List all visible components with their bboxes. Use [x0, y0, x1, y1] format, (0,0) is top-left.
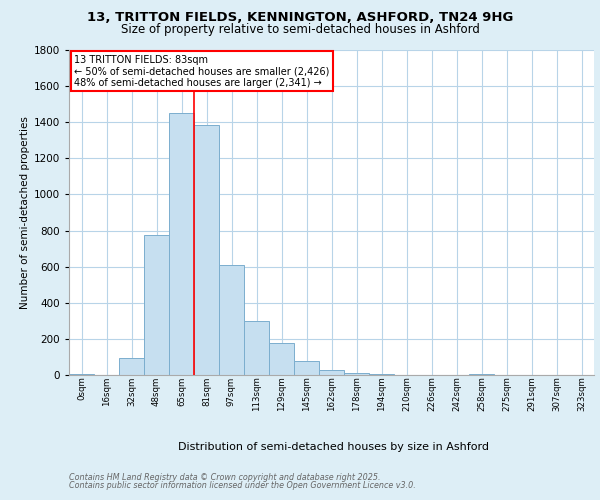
Text: Contains HM Land Registry data © Crown copyright and database right 2025.: Contains HM Land Registry data © Crown c… [69, 472, 380, 482]
Text: Distribution of semi-detached houses by size in Ashford: Distribution of semi-detached houses by … [178, 442, 488, 452]
Bar [269, 344, 294, 375]
Bar [469, 374, 494, 375]
Y-axis label: Number of semi-detached properties: Number of semi-detached properties [20, 116, 29, 309]
Bar [244, 321, 269, 375]
Text: 13, TRITTON FIELDS, KENNINGTON, ASHFORD, TN24 9HG: 13, TRITTON FIELDS, KENNINGTON, ASHFORD,… [87, 11, 513, 24]
Bar [119, 358, 144, 375]
Bar [369, 374, 394, 375]
Bar [219, 265, 244, 375]
Bar [294, 360, 319, 375]
Text: Contains public sector information licensed under the Open Government Licence v3: Contains public sector information licen… [69, 481, 416, 490]
Bar [319, 370, 344, 375]
Text: 13 TRITTON FIELDS: 83sqm
← 50% of semi-detached houses are smaller (2,426)
48% o: 13 TRITTON FIELDS: 83sqm ← 50% of semi-d… [74, 55, 329, 88]
Bar [344, 373, 369, 375]
Text: Size of property relative to semi-detached houses in Ashford: Size of property relative to semi-detach… [121, 22, 479, 36]
Bar [169, 113, 194, 375]
Bar [194, 125, 219, 375]
Bar [69, 374, 94, 375]
Bar [144, 235, 169, 375]
